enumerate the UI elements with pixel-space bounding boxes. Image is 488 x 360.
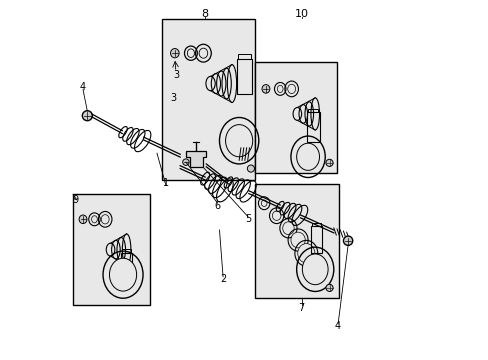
Text: 10: 10 (294, 9, 308, 19)
Ellipse shape (101, 215, 109, 224)
Bar (255, 184, 339, 298)
Polygon shape (186, 152, 206, 167)
Text: 3: 3 (170, 93, 176, 103)
Ellipse shape (170, 49, 179, 58)
Text: 3: 3 (172, 69, 179, 80)
Ellipse shape (296, 143, 319, 170)
Bar (307, 109, 318, 112)
Bar (255, 62, 337, 173)
Bar (310, 226, 322, 253)
Bar (237, 59, 251, 94)
Ellipse shape (261, 200, 266, 206)
Ellipse shape (325, 159, 332, 166)
Ellipse shape (79, 215, 87, 224)
Ellipse shape (272, 211, 281, 220)
Ellipse shape (297, 244, 314, 263)
Ellipse shape (277, 85, 283, 93)
Ellipse shape (282, 222, 294, 235)
Text: 6: 6 (214, 201, 220, 211)
Text: 7: 7 (298, 302, 304, 312)
Ellipse shape (187, 49, 194, 58)
Ellipse shape (183, 159, 189, 165)
Text: 2: 2 (220, 274, 226, 284)
Ellipse shape (290, 232, 305, 248)
Text: 1: 1 (163, 178, 169, 188)
Ellipse shape (109, 258, 136, 291)
Ellipse shape (82, 111, 92, 121)
Bar (238, 54, 250, 59)
Ellipse shape (302, 254, 327, 285)
Text: 8: 8 (201, 9, 208, 19)
Text: 5: 5 (244, 214, 251, 224)
Ellipse shape (225, 125, 252, 157)
Bar (306, 112, 319, 143)
Ellipse shape (247, 165, 254, 172)
Ellipse shape (343, 236, 352, 246)
Bar (162, 19, 255, 180)
Text: 4: 4 (80, 82, 86, 92)
Ellipse shape (199, 48, 207, 58)
Ellipse shape (325, 284, 332, 292)
Bar (121, 252, 132, 282)
Text: 4: 4 (334, 321, 341, 332)
Ellipse shape (287, 84, 295, 94)
Ellipse shape (91, 216, 97, 223)
Bar (311, 223, 320, 226)
Text: 9: 9 (72, 195, 78, 204)
Ellipse shape (262, 85, 269, 93)
Bar (122, 249, 131, 252)
Bar (73, 194, 149, 305)
